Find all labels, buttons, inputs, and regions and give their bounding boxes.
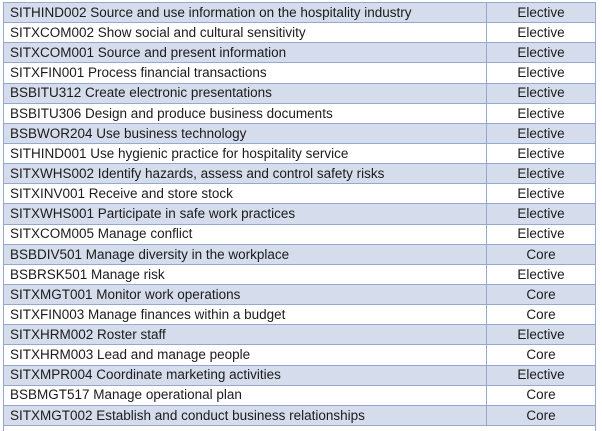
table-row: BSBITU306 Design and produce business do… (4, 103, 595, 124)
table-row: SITXHRM002 Roster staff Elective (4, 325, 595, 346)
classification-cell: Elective (517, 65, 565, 81)
table-body: SITHIND002 Source and use information on… (4, 3, 595, 426)
unit-cell: SITXCOM005 Manage conflict (4, 224, 487, 244)
unit-cell: BSBWOR204 Use business technology (4, 123, 487, 143)
unit-cell: SITXINV001 Receive and store stock (4, 184, 487, 204)
unit-cell: SITXHRM002 Roster staff (4, 325, 487, 345)
partial-next-row (4, 425, 595, 431)
table-row: SITXCOM002 Show social and cultural sens… (4, 23, 595, 44)
table-row: SITXMPR004 Coordinate marketing activiti… (4, 365, 595, 386)
table-row: SITXCOM005 Manage conflict Elective (4, 224, 595, 245)
table-row: SITXWHS002 Identify hazards, assess and … (4, 164, 595, 185)
table-row: BSBMGT517 Manage operational plan Core (4, 385, 595, 406)
classification-cell: Elective (517, 367, 565, 383)
classification-cell: Elective (517, 327, 565, 343)
classification-cell: Elective (517, 24, 565, 40)
classification-cell: Elective (517, 125, 565, 141)
classification-cell: Core (526, 407, 556, 423)
unit-cell: SITXHRM003 Lead and manage people (4, 345, 487, 365)
classification-cell: Elective (517, 145, 565, 161)
table-row: SITXFIN003 Manage finances within a budg… (4, 305, 595, 326)
table-row: SITXFIN001 Process financial transaction… (4, 63, 595, 84)
classification-cell: Elective (517, 85, 565, 101)
table-row: SITXMGT001 Monitor work operations Core (4, 284, 595, 306)
classification-cell: Core (526, 306, 556, 322)
table-row: BSBRSK501 Manage risk Elective (4, 264, 595, 285)
classification-cell: Core (526, 246, 556, 262)
classification-cell: Core (526, 286, 556, 302)
classification-cell: Elective (517, 226, 565, 242)
table-row: SITXMGT002 Establish and conduct busines… (4, 405, 595, 426)
units-table: SITHIND002 Source and use information on… (3, 2, 596, 431)
table-row: SITHIND001 Use hygienic practice for hos… (4, 143, 595, 165)
table-row: SITXINV001 Receive and store stock Elect… (4, 184, 595, 205)
unit-cell: BSBRSK501 Manage risk (4, 264, 487, 284)
unit-cell: BSBITU312 Create electronic presentation… (4, 83, 487, 103)
unit-cell: BSBMGT517 Manage operational plan (4, 385, 487, 405)
table-row: BSBITU312 Create electronic presentation… (4, 83, 595, 104)
table-row: BSBWOR204 Use business technology Electi… (4, 123, 595, 144)
classification-cell: Core (526, 347, 556, 363)
table-row: SITHIND002 Source and use information on… (4, 3, 595, 24)
table-row: SITXWHS001 Participate in safe work prac… (4, 204, 595, 225)
classification-cell: Elective (517, 206, 565, 222)
classification-cell: Elective (517, 266, 565, 282)
unit-cell: BSBITU306 Design and produce business do… (4, 103, 487, 123)
unit-cell: SITXMPR004 Coordinate marketing activiti… (4, 365, 487, 385)
classification-cell: Elective (517, 4, 565, 20)
table-row: SITXHRM003 Lead and manage people Core (4, 345, 595, 366)
unit-cell: SITHIND002 Source and use information on… (4, 3, 487, 23)
unit-cell: SITXMGT001 Monitor work operations (4, 284, 487, 305)
classification-cell: Elective (517, 105, 565, 121)
unit-cell: SITXCOM002 Show social and cultural sens… (4, 23, 487, 43)
unit-cell: SITXFIN001 Process financial transaction… (4, 63, 487, 83)
unit-cell: SITXFIN003 Manage finances within a budg… (4, 305, 487, 325)
classification-cell: Elective (517, 45, 565, 61)
unit-cell: SITHIND001 Use hygienic practice for hos… (4, 143, 487, 164)
classification-cell: Elective (517, 165, 565, 181)
table-row: SITXCOM001 Source and present informatio… (4, 43, 595, 64)
unit-cell: SITXCOM001 Source and present informatio… (4, 43, 487, 63)
unit-cell: SITXWHS001 Participate in safe work prac… (4, 204, 487, 224)
unit-cell: SITXWHS002 Identify hazards, assess and … (4, 164, 487, 184)
table-row: BSBDIV501 Manage diversity in the workpl… (4, 244, 595, 265)
classification-cell: Core (526, 387, 556, 403)
unit-cell: SITXMGT002 Establish and conduct busines… (4, 405, 487, 425)
classification-cell: Elective (517, 186, 565, 202)
unit-cell: BSBDIV501 Manage diversity in the workpl… (4, 244, 487, 264)
